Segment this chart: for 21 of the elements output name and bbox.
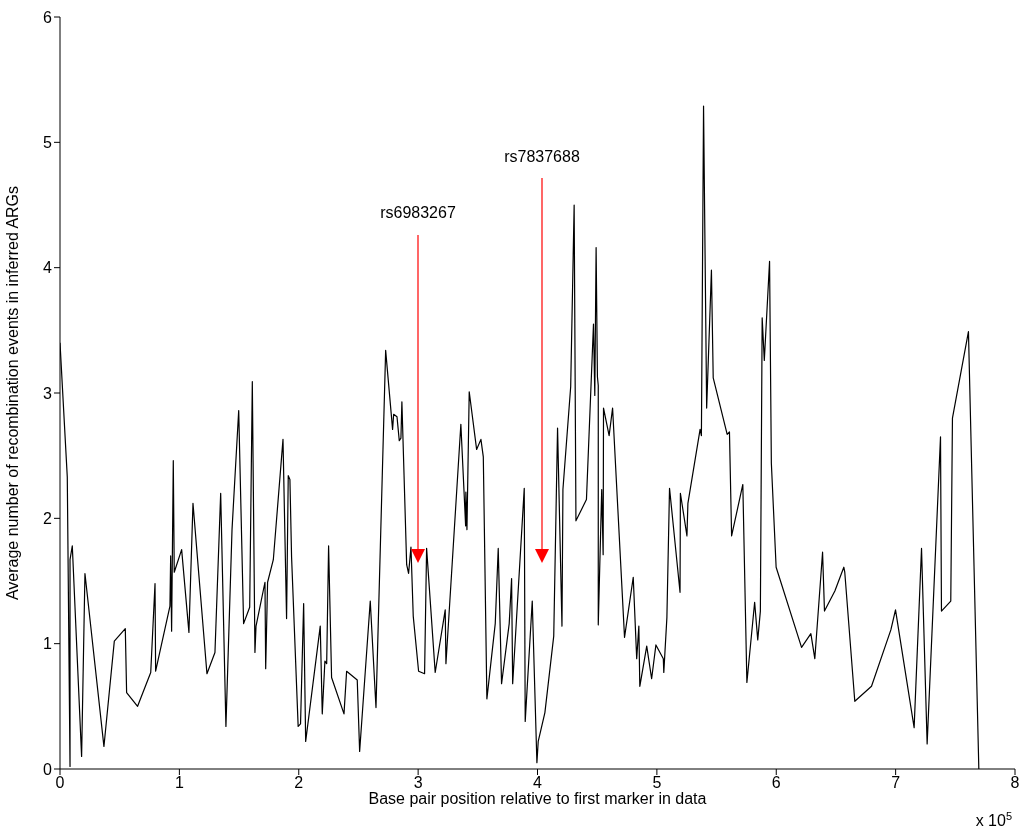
y-tick-label: 6 [43, 8, 53, 26]
x-tick-label: 0 [55, 774, 65, 792]
x-tick-label: 4 [533, 774, 543, 792]
x-tick-label: 2 [294, 774, 304, 792]
annotation: rs6983267 [380, 204, 456, 221]
x-tick-label: 1 [174, 774, 184, 792]
y-tick-label: 0 [43, 760, 53, 778]
x-tick-label: 6 [771, 774, 781, 792]
y-tick-label: 2 [43, 510, 53, 528]
x-axis-title: Base pair position relative to first marker in data [368, 790, 707, 808]
y-tick-label: 4 [43, 259, 53, 277]
y-tick-label: 5 [43, 134, 53, 152]
y-tick-label: 3 [43, 384, 53, 402]
y-axis-title: Average number of recombination events in inferred ARGs [3, 185, 21, 601]
y-tick-label: 1 [43, 635, 53, 653]
annotation: rs7837688 [504, 148, 580, 165]
x-tick-label: 3 [413, 774, 423, 792]
x-tick-label: 5 [652, 774, 662, 792]
x-tick-label: 8 [1010, 774, 1020, 792]
text: x 10$^{5}$ [975, 810, 1012, 829]
x-tick-label: 7 [891, 774, 901, 792]
